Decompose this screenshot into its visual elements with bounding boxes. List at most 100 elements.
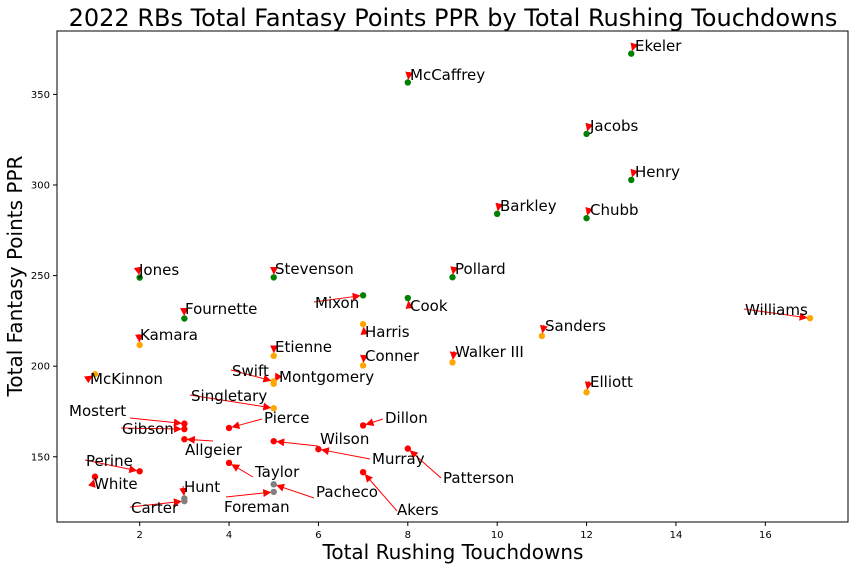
point-jacobs (583, 130, 590, 138)
arrow-mckinnon (83, 375, 93, 384)
x-axis-label: Total Rushing Touchdowns (322, 540, 584, 564)
point-white (91, 473, 99, 480)
label-chubb: Chubb (590, 201, 639, 219)
point-williams (806, 314, 814, 322)
label-perine: Perine (86, 452, 133, 470)
point-barkley (493, 210, 501, 218)
x-tick-label: 8 (405, 530, 411, 541)
point-cook (404, 294, 412, 302)
point-mixon (359, 292, 367, 299)
label-fournette: Fournette (185, 300, 257, 318)
x-tick-label: 12 (580, 530, 593, 541)
x-tick-label: 16 (759, 530, 772, 541)
y-axis: 150 200 250 300 350 (31, 90, 57, 463)
label-mostert: Mostert (69, 402, 126, 420)
label-ekeler: Ekeler (635, 37, 682, 55)
annotation-arrows (83, 42, 808, 512)
arrow-mixon (313, 292, 361, 303)
point-etienne (270, 352, 277, 360)
label-jacobs: Jacobs (589, 117, 639, 135)
point-pollard (449, 274, 456, 281)
label-swift: Swift (232, 362, 269, 380)
point-dillon (359, 422, 367, 429)
y-axis-label: Total Fantasy Points PPR (3, 155, 27, 397)
label-gibson: Gibson (122, 420, 174, 438)
arrow-taylor (231, 464, 254, 478)
x-tick-label: 10 (491, 530, 504, 541)
x-tick-label: 6 (315, 530, 321, 541)
arrow-dillon (365, 418, 384, 427)
y-tick-label: 350 (31, 90, 50, 101)
label-pollard: Pollard (455, 260, 506, 278)
point-pierce (225, 424, 233, 432)
point-labels: Ekeler McCaffrey Jacobs Henry Barkley Chubb Jo… (69, 37, 808, 519)
point-sanders (538, 332, 546, 340)
label-elliott: Elliott (590, 373, 633, 391)
point-mostert (181, 420, 188, 427)
data-points (91, 50, 814, 505)
x-tick-label: 2 (136, 530, 142, 541)
arrow-walker-iii (449, 350, 458, 360)
arrow-patterson (409, 450, 442, 479)
arrow-hunt (179, 485, 188, 496)
label-dillon: Dillon (385, 409, 428, 427)
arrow-mccaffrey (405, 71, 414, 80)
arrow-barkley (495, 202, 504, 212)
arrow-pierce (231, 418, 263, 430)
label-mixon: Mixon (315, 294, 359, 312)
arrow-foreman (225, 489, 272, 498)
point-harris (359, 320, 367, 328)
label-barkley: Barkley (500, 197, 557, 215)
label-mckinnon: McKinnon (90, 370, 163, 388)
arrow-cook (405, 300, 414, 310)
label-akers: Akers (397, 501, 439, 519)
label-conner: Conner (365, 347, 420, 365)
label-stevenson: Stevenson (275, 260, 354, 278)
arrow-akers (364, 474, 398, 512)
label-jones: Jones (138, 261, 179, 279)
point-carter (181, 497, 188, 505)
label-carter: Carter (131, 499, 179, 517)
arrow-gibson (120, 424, 182, 433)
arrow-williams (743, 308, 808, 321)
point-mccaffrey (404, 79, 412, 86)
arrow-pollard (450, 266, 459, 275)
arrow-swift (230, 369, 272, 383)
y-tick-label: 300 (31, 181, 50, 192)
point-perine (136, 468, 143, 475)
arrow-henry (630, 168, 639, 178)
y-tick-label: 250 (31, 271, 50, 282)
arrow-white (88, 479, 96, 488)
point-pacheco (270, 481, 277, 488)
point-walker-iii (449, 359, 456, 366)
point-jones (136, 274, 143, 281)
label-murray: Murray (372, 450, 425, 468)
label-foreman: Foreman (224, 498, 290, 516)
arrow-conner (360, 354, 368, 363)
arrow-singletary (189, 394, 272, 411)
point-gibson (181, 425, 188, 433)
point-akers (359, 468, 367, 476)
point-wilson (270, 437, 277, 445)
point-patterson (404, 445, 412, 452)
arrow-pacheco (276, 483, 315, 499)
arrow-allgeier (186, 435, 214, 444)
point-henry (628, 176, 635, 184)
label-harris: Harris (365, 323, 410, 341)
label-pierce: Pierce (264, 409, 309, 427)
y-tick-label: 150 (31, 452, 50, 463)
arrow-wilson (276, 438, 319, 447)
arrow-ekeler (630, 42, 639, 52)
point-stevenson (270, 274, 277, 281)
label-pacheco: Pacheco (316, 483, 378, 501)
point-conner (359, 362, 367, 369)
arrow-mostert (129, 417, 182, 427)
point-foreman (270, 488, 277, 496)
label-hunt: Hunt (184, 478, 220, 496)
point-murray (315, 445, 322, 453)
point-fournette (181, 315, 188, 322)
arrow-murray (320, 447, 371, 460)
arrow-sanders (539, 324, 548, 334)
arrow-jacobs (585, 122, 594, 132)
label-wilson: Wilson (320, 430, 369, 448)
